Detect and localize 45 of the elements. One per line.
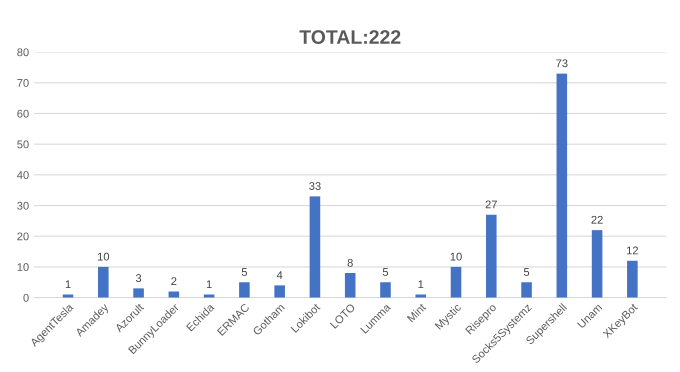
- data-label: 3: [136, 274, 142, 282]
- data-label: 4: [276, 271, 282, 279]
- y-tick-label: 30: [17, 202, 29, 210]
- bar: [168, 291, 180, 298]
- data-label: 73: [556, 59, 568, 68]
- bar: [521, 282, 532, 298]
- y-tick-label: 70: [17, 79, 29, 87]
- chart-title: TOTAL:222: [299, 30, 400, 44]
- y-tick-label: 10: [18, 263, 29, 272]
- data-label: 1: [66, 280, 71, 288]
- data-label: 5: [242, 268, 248, 276]
- data-label: 10: [450, 252, 462, 261]
- data-label: 27: [486, 200, 497, 208]
- y-tick-label: 20: [17, 232, 29, 240]
- bar: [344, 273, 356, 298]
- bar: [133, 288, 144, 298]
- bar: [98, 266, 109, 298]
- bar: [310, 196, 320, 298]
- data-label: 12: [627, 246, 638, 254]
- bar: [486, 214, 497, 298]
- y-tick-label: 50: [17, 140, 29, 148]
- bar: [274, 285, 285, 298]
- y-tick-label: 40: [17, 171, 29, 179]
- bar: [380, 282, 391, 298]
- y-tick-label: 80: [17, 48, 29, 56]
- data-label: 2: [171, 277, 176, 285]
- data-label: 1: [418, 280, 424, 288]
- bar: [204, 294, 214, 298]
- y-tick-label: 0: [23, 294, 29, 302]
- bar: [239, 282, 250, 298]
- bar: [627, 260, 638, 298]
- bar: [556, 74, 568, 298]
- bar: [450, 266, 462, 298]
- x-tick-label: Mint: [406, 302, 426, 322]
- bar: [62, 294, 74, 298]
- y-tick-label: 60: [17, 110, 29, 118]
- data-label: 22: [591, 216, 603, 224]
- data-label: 10: [98, 252, 110, 261]
- data-label: 33: [309, 182, 321, 190]
- data-label: 5: [524, 268, 530, 276]
- data-label: 5: [382, 268, 388, 276]
- data-label: 1: [206, 280, 212, 288]
- bar: [415, 294, 426, 298]
- bar: [592, 230, 602, 298]
- data-label: 8: [348, 258, 353, 267]
